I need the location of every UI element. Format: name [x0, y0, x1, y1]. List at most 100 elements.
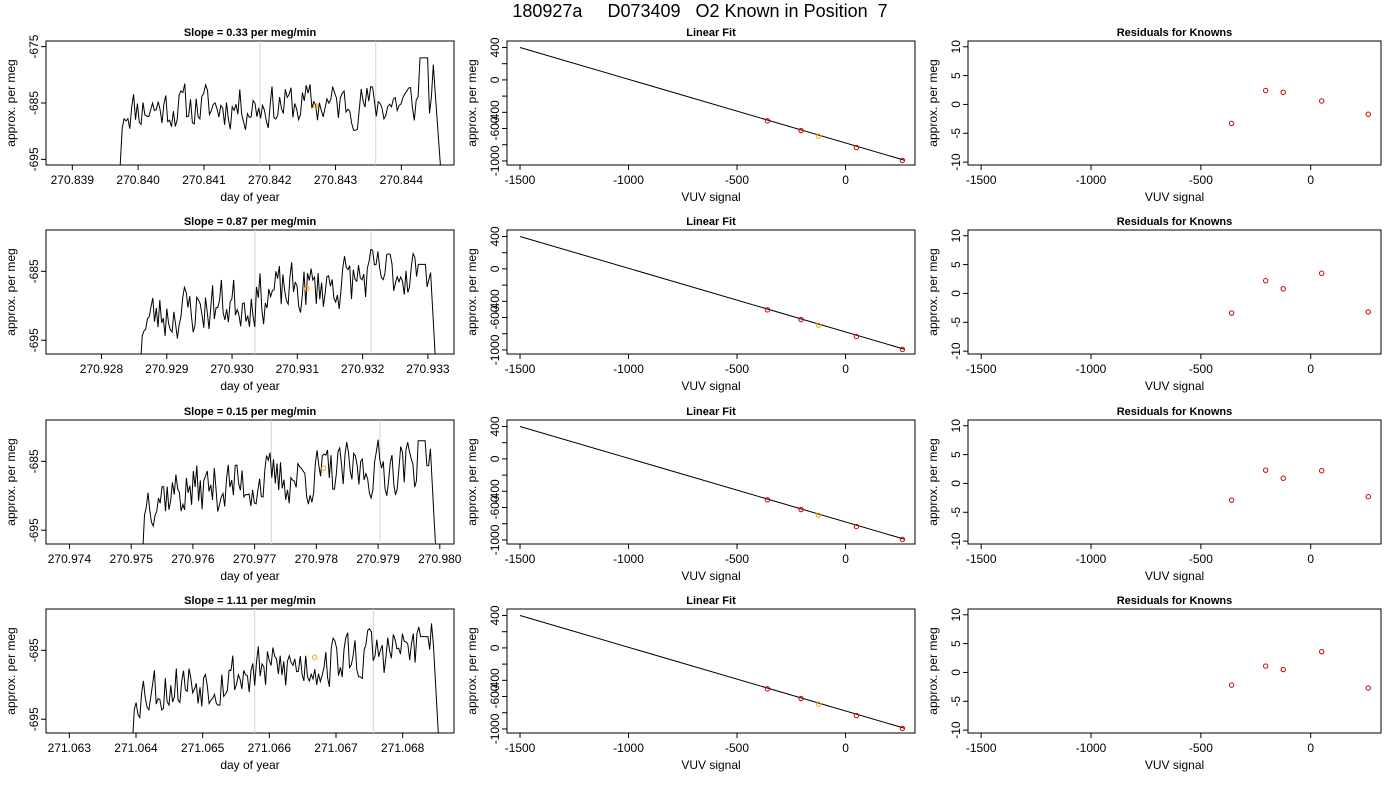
- x-tick-label: 0: [1307, 362, 1314, 376]
- panel-title: Residuals for Knowns: [1117, 216, 1233, 228]
- y-tick-label: 0: [488, 76, 502, 83]
- panel-title: Slope = 0.33 per meg/min: [184, 27, 317, 39]
- y-tick-label: 0: [488, 644, 502, 651]
- panel-1-3: Residuals for Knowns -1500 -1000 -500 0 -10 -5…: [926, 27, 1382, 204]
- y-tick-label: -5: [949, 317, 963, 328]
- fit-line: [519, 426, 905, 540]
- plot-frame: [967, 229, 1382, 355]
- panel-title: Slope = 0.15 per meg/min: [184, 406, 317, 418]
- y-tick-label: -695: [27, 147, 41, 171]
- x-tick-label: -1500: [505, 173, 536, 187]
- known-point: [1318, 468, 1325, 474]
- x-tick-label: 271.063: [48, 741, 92, 755]
- current-point-marker: [313, 103, 319, 109]
- y-tick-label: -400: [488, 289, 502, 313]
- y-tick-label: 0: [488, 455, 502, 462]
- x-tick-label: 0: [1307, 173, 1314, 187]
- x-tick-label: 271.064: [114, 741, 158, 755]
- x-tick-label: 0: [842, 173, 849, 187]
- panel-title: Linear Fit: [686, 216, 736, 228]
- plot-frame: [967, 40, 1382, 166]
- x-axis-label: day of year: [220, 569, 279, 583]
- x-tick-label: -1500: [505, 552, 536, 566]
- x-tick-label: 270.977: [233, 552, 277, 566]
- panel-2-1: Slope = 0.87 per meg/min 270.928 270.929 27…: [4, 216, 455, 393]
- plot-frame: [45, 229, 455, 355]
- x-tick-label: -1000: [1076, 173, 1107, 187]
- known-point: [764, 686, 771, 692]
- panel-2-2: Linear Fit-1500 -1000 -500 0-1000-600-40004…: [465, 216, 916, 393]
- plot-area: [519, 615, 906, 732]
- x-axis-label: day of year: [220, 379, 279, 393]
- plot-area: [142, 420, 436, 544]
- x-tick-label: -1500: [505, 362, 536, 376]
- known-point: [1228, 120, 1235, 127]
- y-axis-label: approx. per meg: [926, 59, 940, 146]
- y-tick-label: 5: [949, 261, 963, 268]
- panel-4-1: Slope = 1.11 per meg/min 271.063 271.064 27…: [4, 595, 455, 772]
- y-tick-label: -1000: [488, 524, 502, 555]
- x-tick-label: -500: [1189, 552, 1213, 566]
- y-tick-label: -685: [27, 449, 41, 473]
- panel-3-1: Slope = 0.15 per meg/min 270.974 270.975 27…: [4, 406, 462, 583]
- y-tick-label: 400: [488, 226, 502, 246]
- x-tick-label: 270.978: [295, 552, 339, 566]
- panel-title: Linear Fit: [686, 406, 736, 418]
- x-tick-label: 271.067: [314, 741, 358, 755]
- signal-trace: [119, 57, 441, 165]
- known-point: [1228, 310, 1235, 316]
- y-tick-label: -1000: [488, 145, 502, 176]
- y-tick-label: 10: [949, 40, 963, 54]
- known-point: [1228, 682, 1235, 688]
- y-tick-label: -10: [949, 532, 963, 550]
- x-tick-label: -1500: [966, 741, 997, 755]
- y-tick-label: 0: [488, 265, 502, 272]
- plot-area: [519, 236, 906, 353]
- y-axis-label: approx. per meg: [465, 59, 479, 146]
- x-tick-label: 270.844: [380, 173, 424, 187]
- y-tick-label: -685: [27, 259, 41, 283]
- current-point-marker: [321, 465, 327, 471]
- y-tick-label: -695: [27, 328, 41, 352]
- y-axis-label: approx. per meg: [926, 627, 940, 714]
- known-point: [1280, 666, 1286, 673]
- known-point: [1262, 87, 1269, 94]
- x-tick-label: 270.931: [276, 362, 320, 376]
- y-tick-label: 10: [949, 419, 963, 433]
- x-tick-label: -1500: [505, 741, 536, 755]
- x-tick-label: 270.932: [341, 362, 385, 376]
- plot-frame: [506, 419, 916, 545]
- x-tick-label: 270.843: [314, 173, 358, 187]
- x-tick-label: -1000: [613, 741, 644, 755]
- fit-line: [519, 47, 905, 161]
- y-tick-label: -1000: [488, 713, 502, 744]
- y-axis-label: approx. per meg: [4, 248, 18, 335]
- current-point-marker: [311, 654, 318, 660]
- x-axis-label: VUV signal: [681, 569, 740, 583]
- plot-frame: [967, 419, 1382, 545]
- panel-4-2: Linear Fit-1500 -1000 -500 0-1000-600-40004…: [465, 595, 916, 772]
- known-point: [899, 346, 906, 353]
- panel-3-2: Linear Fit-1500 -1000 -500 0-1000-600-40004…: [465, 406, 916, 583]
- x-tick-label: 270.974: [48, 552, 92, 566]
- x-axis-label: VUV signal: [1145, 379, 1204, 393]
- y-tick-label: -600: [488, 116, 502, 140]
- y-tick-label: -5: [949, 507, 963, 518]
- signal-trace: [140, 248, 436, 354]
- x-tick-label: 270.928: [80, 362, 124, 376]
- plot-area: [1228, 87, 1371, 127]
- y-tick-label: -400: [488, 100, 502, 124]
- y-tick-label: 10: [949, 229, 963, 243]
- y-tick-label: 5: [949, 640, 963, 647]
- x-tick-label: -500: [725, 362, 749, 376]
- y-axis-label: approx. per meg: [926, 438, 940, 525]
- x-axis-label: day of year: [220, 758, 279, 772]
- x-tick-label: -1000: [1076, 552, 1107, 566]
- current-point: [815, 133, 822, 139]
- fit-line: [519, 236, 905, 350]
- x-axis-label: VUV signal: [681, 190, 740, 204]
- y-tick-label: 5: [949, 451, 963, 458]
- x-tick-label: -1500: [966, 362, 997, 376]
- known-point: [1262, 467, 1269, 473]
- known-point: [1228, 497, 1235, 503]
